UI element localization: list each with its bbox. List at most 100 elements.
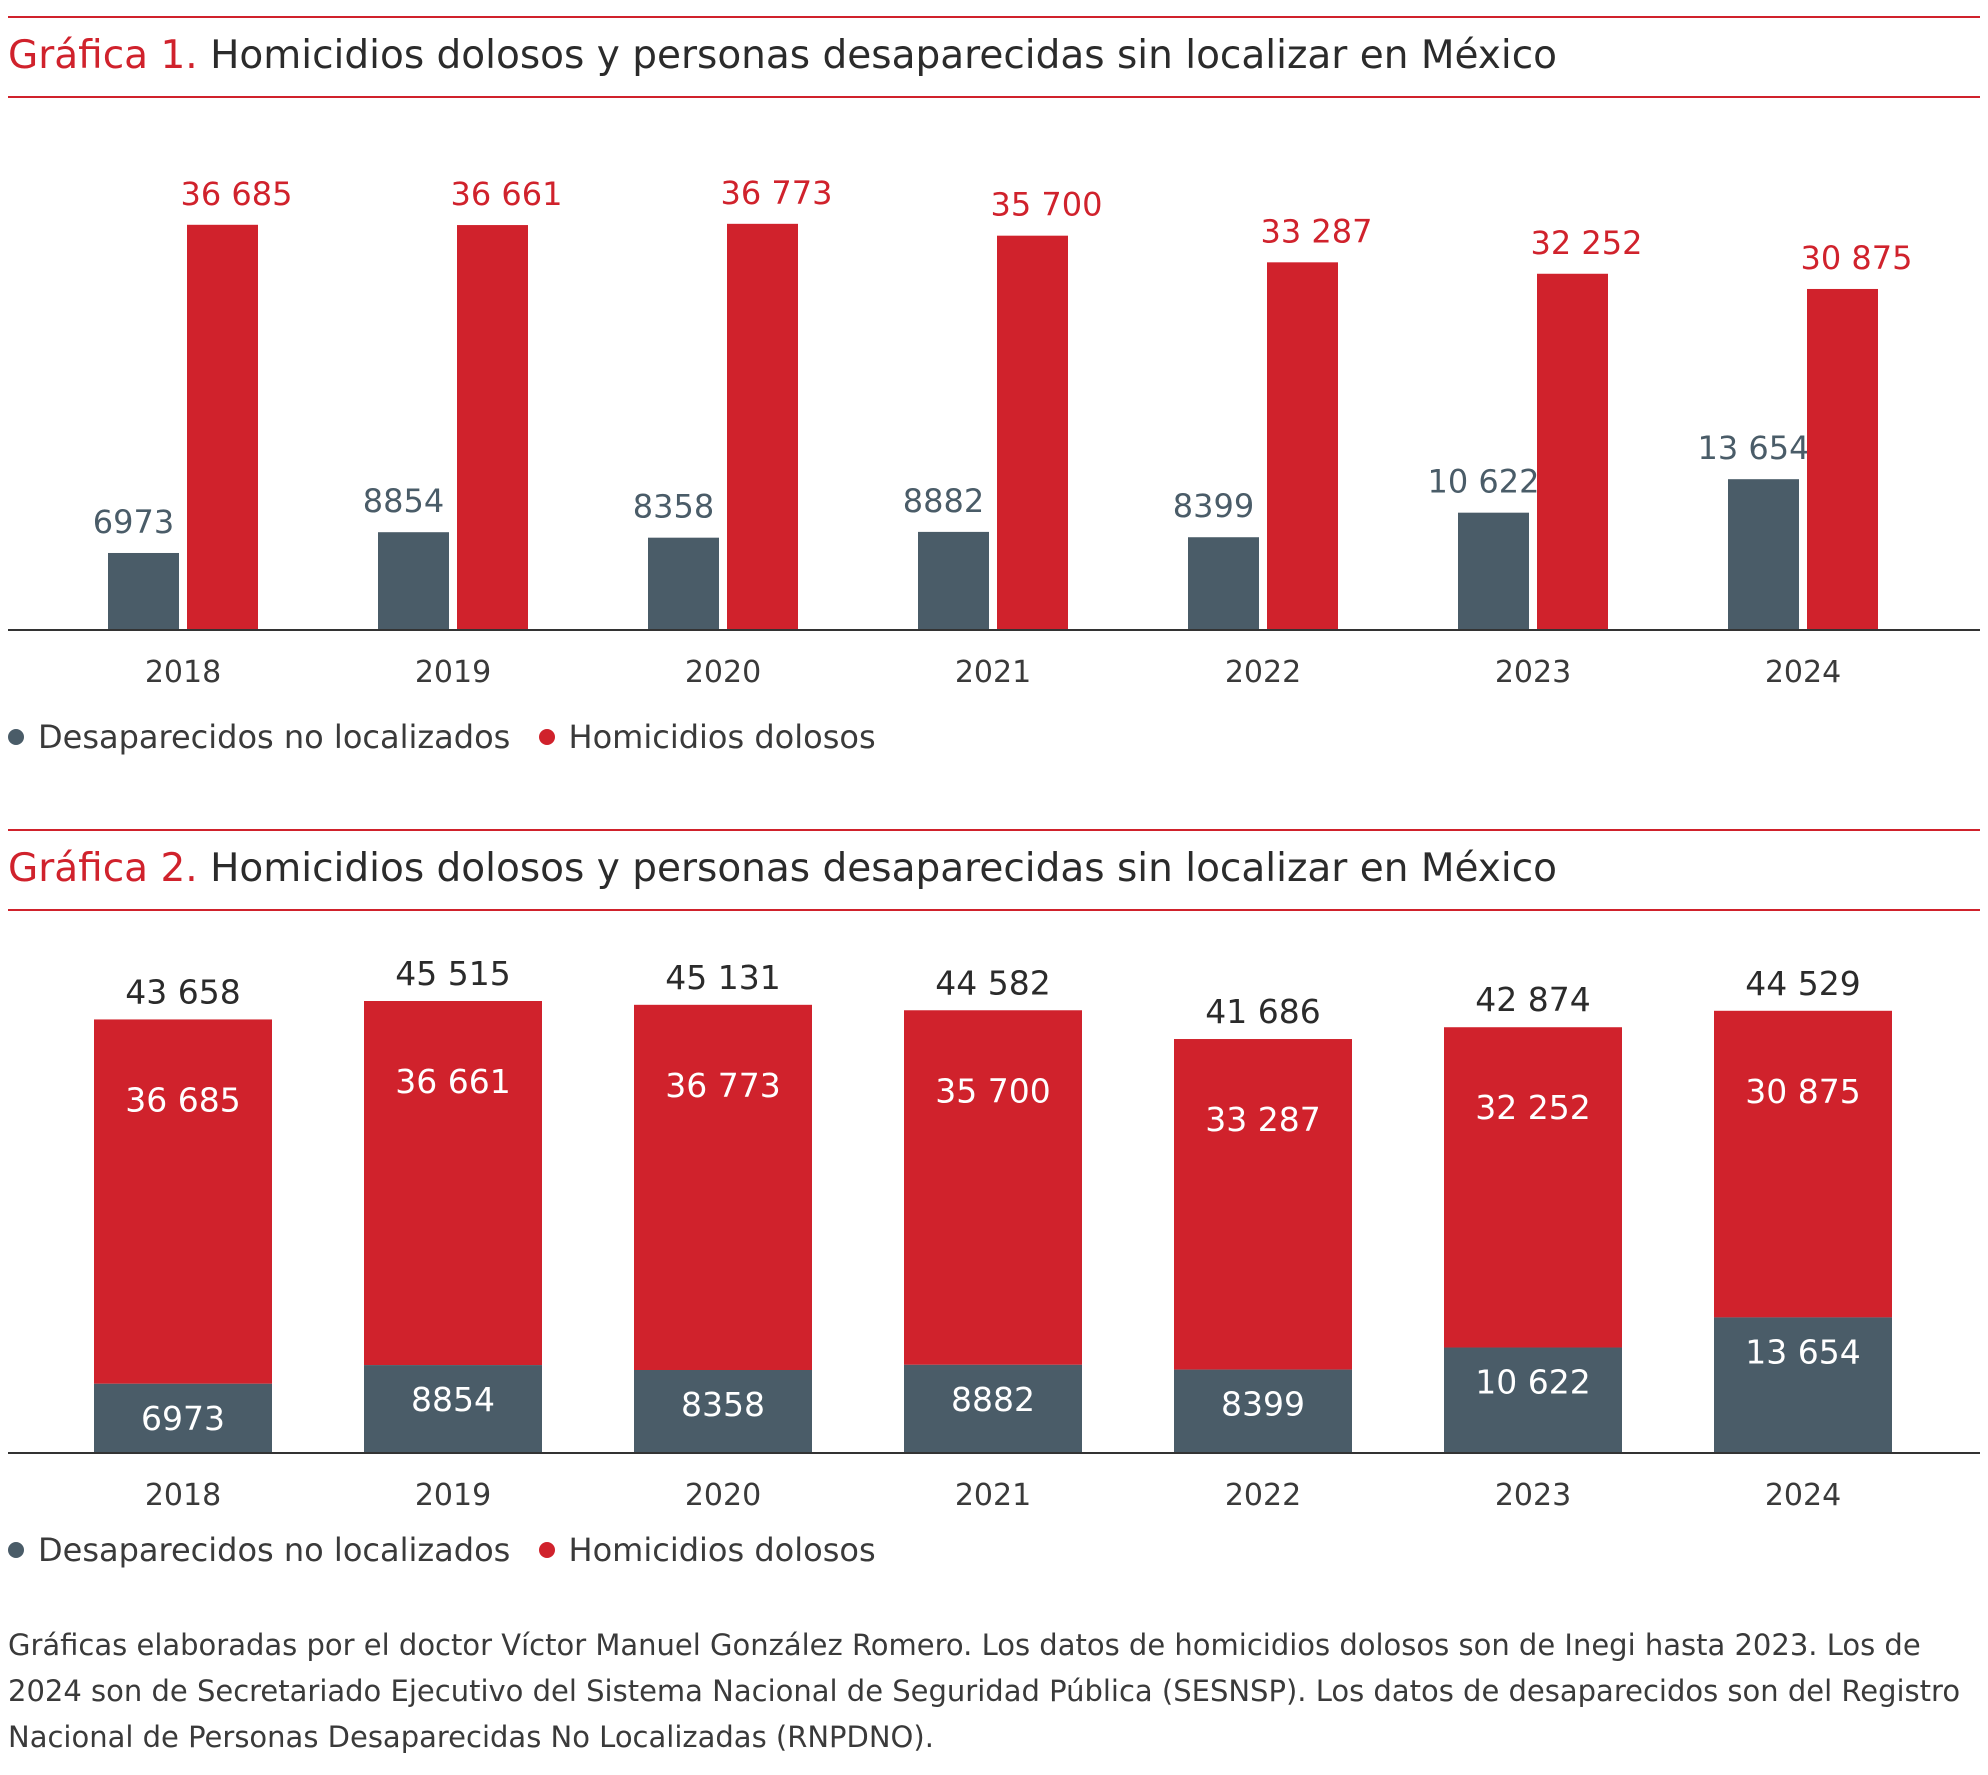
data-label-homicidios: 32 252 (1531, 224, 1643, 262)
bar-homicidios (457, 225, 528, 630)
x-tick-label: 2021 (955, 1478, 1031, 1513)
data-label-homicidios: 33 287 (1261, 212, 1373, 250)
chart2-heading: Gráfica 2. Homicidios dolosos y personas… (8, 829, 1557, 909)
segment-label-homicidios: 33 287 (1205, 1100, 1320, 1139)
data-label-desaparecidos: 6973 (93, 503, 174, 541)
segment-label-desaparecidos: 6973 (141, 1399, 225, 1438)
bar-homicidios (1807, 288, 1878, 630)
data-label-homicidios: 36 685 (181, 175, 293, 213)
bar-segment-desaparecidos (634, 1369, 812, 1453)
legend-item-homicidios: Homicidios dolosos (538, 1531, 876, 1569)
data-label-desaparecidos: 13 654 (1698, 429, 1810, 467)
data-label-homicidios: 35 700 (991, 186, 1103, 224)
segment-label-homicidios: 36 773 (665, 1066, 780, 1105)
legend-label-homicidios: Homicidios dolosos (568, 1531, 876, 1569)
bar-homicidios (997, 235, 1068, 630)
bar-segment-homicidios (364, 1001, 542, 1366)
legend-dot-desaparecidos (8, 1542, 24, 1558)
x-tick-label: 2023 (1495, 655, 1571, 690)
chart1-plot: 6973 36 685 2018 8854 36 661 2019 8358 36 773 20… (8, 174, 1980, 690)
segment-label-homicidios: 35 700 (935, 1071, 1050, 1110)
bar-segment-desaparecidos (1714, 1317, 1892, 1453)
legend-label-desaparecidos: Desaparecidos no localizados (38, 1531, 511, 1569)
segment-label-homicidios: 30 875 (1745, 1072, 1860, 1111)
data-label-desaparecidos: 8854 (363, 482, 444, 520)
bar-segment-homicidios (94, 1019, 272, 1384)
segment-label-desaparecidos: 8854 (411, 1380, 495, 1419)
total-label: 44 582 (935, 963, 1050, 1002)
x-tick-label: 2018 (145, 655, 221, 690)
bar-segment-desaparecidos (1174, 1369, 1352, 1453)
total-label: 43 658 (125, 972, 240, 1011)
x-tick-label: 2019 (415, 1478, 491, 1513)
chart2-number-label: Gráfica 2. (8, 846, 198, 891)
legend-dot-homicidios (538, 1542, 555, 1558)
x-tick-label: 2022 (1225, 655, 1301, 690)
total-label: 42 874 (1475, 980, 1590, 1019)
total-label: 41 686 (1205, 992, 1320, 1031)
bar-segment-homicidios (1444, 1027, 1622, 1348)
bar-desaparecidos (1728, 479, 1799, 630)
segment-label-desaparecidos: 8358 (681, 1385, 765, 1424)
x-tick-label: 2020 (685, 1478, 761, 1513)
bar-segment-homicidios (634, 1004, 812, 1370)
x-tick-label: 2021 (955, 655, 1031, 690)
legend-label-desaparecidos: Desaparecidos no localizados (38, 718, 511, 756)
chart2-top-rule (8, 829, 1980, 831)
total-label: 45 515 (395, 954, 510, 993)
bar-homicidios (1537, 273, 1608, 630)
data-label-desaparecidos: 8399 (1173, 487, 1254, 525)
chart2-bottom-rule (8, 909, 1980, 911)
bar-homicidios (1267, 262, 1338, 630)
x-tick-label: 2022 (1225, 1478, 1301, 1513)
segment-label-desaparecidos: 8882 (951, 1380, 1035, 1419)
chart1-title: Homicidios dolosos y personas desapareci… (210, 33, 1558, 78)
chart1-top-rule (8, 16, 1980, 18)
data-label-desaparecidos: 10 622 (1428, 463, 1540, 501)
segment-label-homicidios: 36 661 (395, 1062, 510, 1101)
chart1-heading: Gráfica 1. Homicidios dolosos y personas… (8, 16, 1557, 96)
data-label-desaparecidos: 8882 (903, 482, 984, 520)
segment-label-desaparecidos: 13 654 (1745, 1332, 1860, 1371)
x-tick-label: 2024 (1765, 1478, 1841, 1513)
legend-item-desaparecidos: Desaparecidos no localizados (8, 718, 510, 756)
bar-desaparecidos (108, 552, 179, 630)
bar-desaparecidos (1188, 537, 1259, 630)
chart2-title: Homicidios dolosos y personas desapareci… (210, 846, 1558, 891)
chart1-bottom-rule (8, 96, 1980, 98)
legend-label-homicidios: Homicidios dolosos (568, 718, 876, 756)
x-tick-label: 2018 (145, 1478, 221, 1513)
bar-homicidios (187, 224, 258, 631)
legend-dot-desaparecidos (8, 729, 24, 745)
bar-desaparecidos (378, 532, 449, 630)
data-label-homicidios: 30 875 (1801, 239, 1913, 277)
bar-segment-desaparecidos (1444, 1347, 1622, 1453)
bar-segment-homicidios (1174, 1039, 1352, 1370)
chart1-legend: Desaparecidos no localizados Homicidios … (8, 718, 894, 756)
bar-segment-desaparecidos (364, 1365, 542, 1453)
legend-item-desaparecidos: Desaparecidos no localizados (8, 1531, 510, 1569)
chart1-number-label: Gráfica 1. (8, 33, 198, 78)
bar-segment-homicidios (904, 1010, 1082, 1365)
segment-label-desaparecidos: 8399 (1221, 1385, 1305, 1424)
x-tick-label: 2024 (1765, 655, 1841, 690)
bar-desaparecidos (918, 531, 989, 630)
segment-label-homicidios: 32 252 (1475, 1088, 1590, 1127)
bar-desaparecidos (1458, 512, 1529, 630)
bar-homicidios (727, 223, 798, 630)
bar-segment-desaparecidos (904, 1364, 1082, 1453)
bar-segment-desaparecidos (94, 1383, 272, 1453)
segment-label-desaparecidos: 10 622 (1475, 1363, 1590, 1402)
source-note: Gráficas elaboradas por el doctor Víctor… (8, 1628, 1961, 1754)
legend-item-homicidios: Homicidios dolosos (538, 718, 876, 756)
total-label: 44 529 (1745, 964, 1860, 1003)
data-label-desaparecidos: 8358 (633, 488, 714, 526)
segment-label-homicidios: 36 685 (125, 1080, 240, 1119)
bar-segment-homicidios (1714, 1010, 1892, 1318)
total-label: 45 131 (665, 958, 780, 997)
x-tick-label: 2020 (685, 655, 761, 690)
x-tick-label: 2019 (415, 655, 491, 690)
chart2-plot: 36 685 6973 43 658 2018 36 661 8854 45 515 2019… (8, 954, 1980, 1513)
data-label-homicidios: 36 661 (451, 175, 563, 213)
legend-dot-homicidios (538, 729, 555, 745)
